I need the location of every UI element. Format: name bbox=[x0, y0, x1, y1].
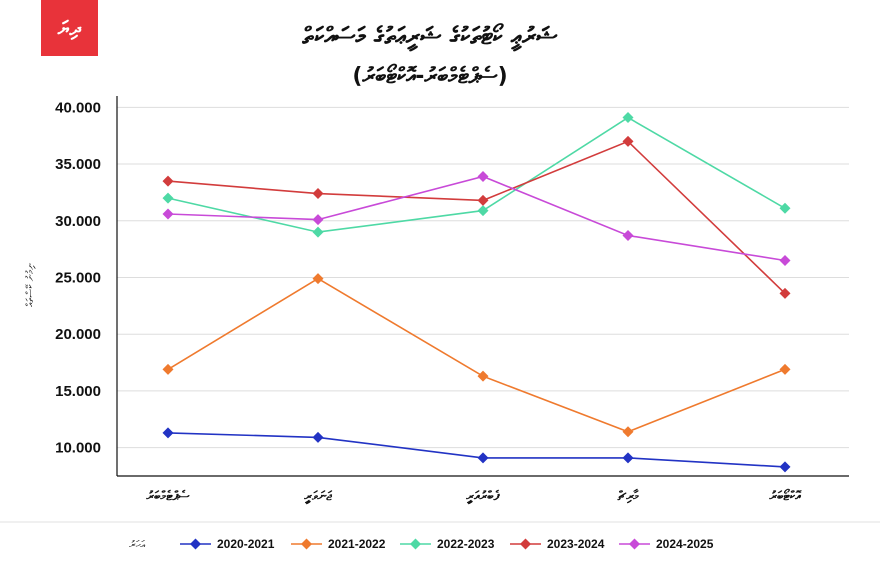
brand-logo: ދިޔަ bbox=[41, 0, 98, 56]
data-point-2024-2025 bbox=[162, 208, 174, 220]
y-tick-label: 15.000 bbox=[55, 383, 101, 400]
data-point-2022-2023 bbox=[477, 205, 489, 217]
series-line-2020-2021 bbox=[167, 432, 786, 468]
data-point-2022-2023 bbox=[312, 226, 324, 238]
data-point-2020-2021 bbox=[312, 431, 324, 443]
legend-label-2022-2023: 2022-2023 bbox=[437, 537, 495, 551]
data-point-2023-2024 bbox=[162, 175, 174, 187]
chart-subtitle: (ސެޕްޓެމްބަރު-އޮކްޓޯބަރު) bbox=[352, 64, 508, 89]
series-line-2022-2023 bbox=[167, 116, 786, 233]
data-point-2023-2024 bbox=[477, 194, 489, 206]
y-tick-label: 30.000 bbox=[55, 213, 101, 230]
data-point-2024-2025 bbox=[779, 254, 791, 266]
legend-marker-2023-2024 bbox=[520, 538, 531, 550]
data-point-2021-2022 bbox=[779, 363, 791, 375]
data-point-2022-2023 bbox=[779, 202, 791, 214]
data-point-2024-2025 bbox=[312, 214, 324, 226]
y-tick-label: 10.000 bbox=[55, 440, 101, 457]
x-tick-label: ސެޕްޓެމްބަރު bbox=[145, 489, 190, 504]
data-point-2021-2022 bbox=[622, 426, 634, 438]
legend-marker-2021-2022 bbox=[301, 538, 312, 550]
data-point-2023-2024 bbox=[312, 188, 324, 200]
data-point-2020-2021 bbox=[162, 427, 174, 439]
y-tick-label: 40.000 bbox=[55, 99, 101, 116]
y-tick-label: 25.000 bbox=[55, 269, 101, 286]
data-point-2024-2025 bbox=[622, 230, 634, 242]
x-tick-label: ޖަނަވަރީ bbox=[303, 489, 333, 505]
series-line-2021-2022 bbox=[167, 277, 786, 433]
legend-label-2020-2021: 2020-2021 bbox=[217, 537, 275, 551]
data-point-2021-2022 bbox=[477, 370, 489, 382]
brand-logo-text: ދިޔަ bbox=[57, 16, 82, 40]
data-point-2024-2025 bbox=[477, 171, 489, 183]
data-point-2021-2022 bbox=[312, 273, 324, 285]
data-point-2022-2023 bbox=[622, 112, 634, 124]
legend-title: އަހަރު bbox=[129, 538, 145, 551]
legend-label-2021-2022: 2021-2022 bbox=[328, 537, 386, 551]
data-point-2023-2024 bbox=[779, 287, 791, 299]
x-tick-label: މާރިޗް bbox=[617, 489, 640, 504]
y-axis-label: ނިމުނު ކޭސްތައް bbox=[25, 262, 36, 307]
data-point-2020-2021 bbox=[477, 452, 489, 464]
legend-marker-2022-2023 bbox=[410, 538, 421, 550]
legend-marker-2024-2025 bbox=[629, 538, 640, 550]
x-tick-label: ފެބްރުއަރީ bbox=[465, 489, 500, 505]
legend-label-2024-2025: 2024-2025 bbox=[656, 537, 714, 551]
data-point-2020-2021 bbox=[622, 452, 634, 464]
chart-title: ޝަރުޢީ ކޯޓުތަކުގެ ޝަރީޢަތުގެ މަސައްކަތް bbox=[302, 22, 558, 50]
data-point-2023-2024 bbox=[622, 135, 634, 147]
data-point-2021-2022 bbox=[162, 363, 174, 375]
y-tick-label: 20.000 bbox=[55, 326, 101, 343]
x-tick-label: އޮކްޓޯބަރު bbox=[768, 487, 802, 504]
data-point-2022-2023 bbox=[162, 192, 174, 204]
legend-label-2023-2024: 2023-2024 bbox=[547, 537, 605, 551]
data-point-2020-2021 bbox=[779, 461, 791, 473]
y-tick-label: 35.000 bbox=[55, 156, 101, 173]
legend-marker-2020-2021 bbox=[190, 538, 201, 550]
